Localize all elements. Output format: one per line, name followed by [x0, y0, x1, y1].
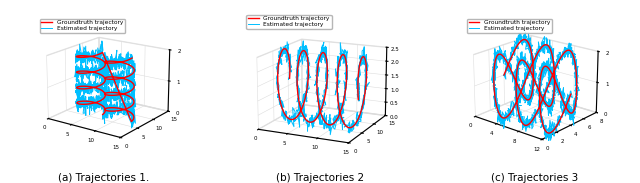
Legend: Groundtruth trajectory, Estimated trajectory: Groundtruth trajectory, Estimated trajec…	[467, 18, 552, 33]
Text: (c) Trajectories 3: (c) Trajectories 3	[492, 173, 579, 183]
Legend: Groundtruth trajectory, Estimated trajectory: Groundtruth trajectory, Estimated trajec…	[40, 18, 125, 33]
Text: (a) Trajectories 1.: (a) Trajectories 1.	[58, 173, 149, 183]
Text: (b) Trajectories 2: (b) Trajectories 2	[276, 173, 364, 183]
Legend: Groundtruth trajectory, Estimated trajectory: Groundtruth trajectory, Estimated trajec…	[246, 15, 332, 29]
